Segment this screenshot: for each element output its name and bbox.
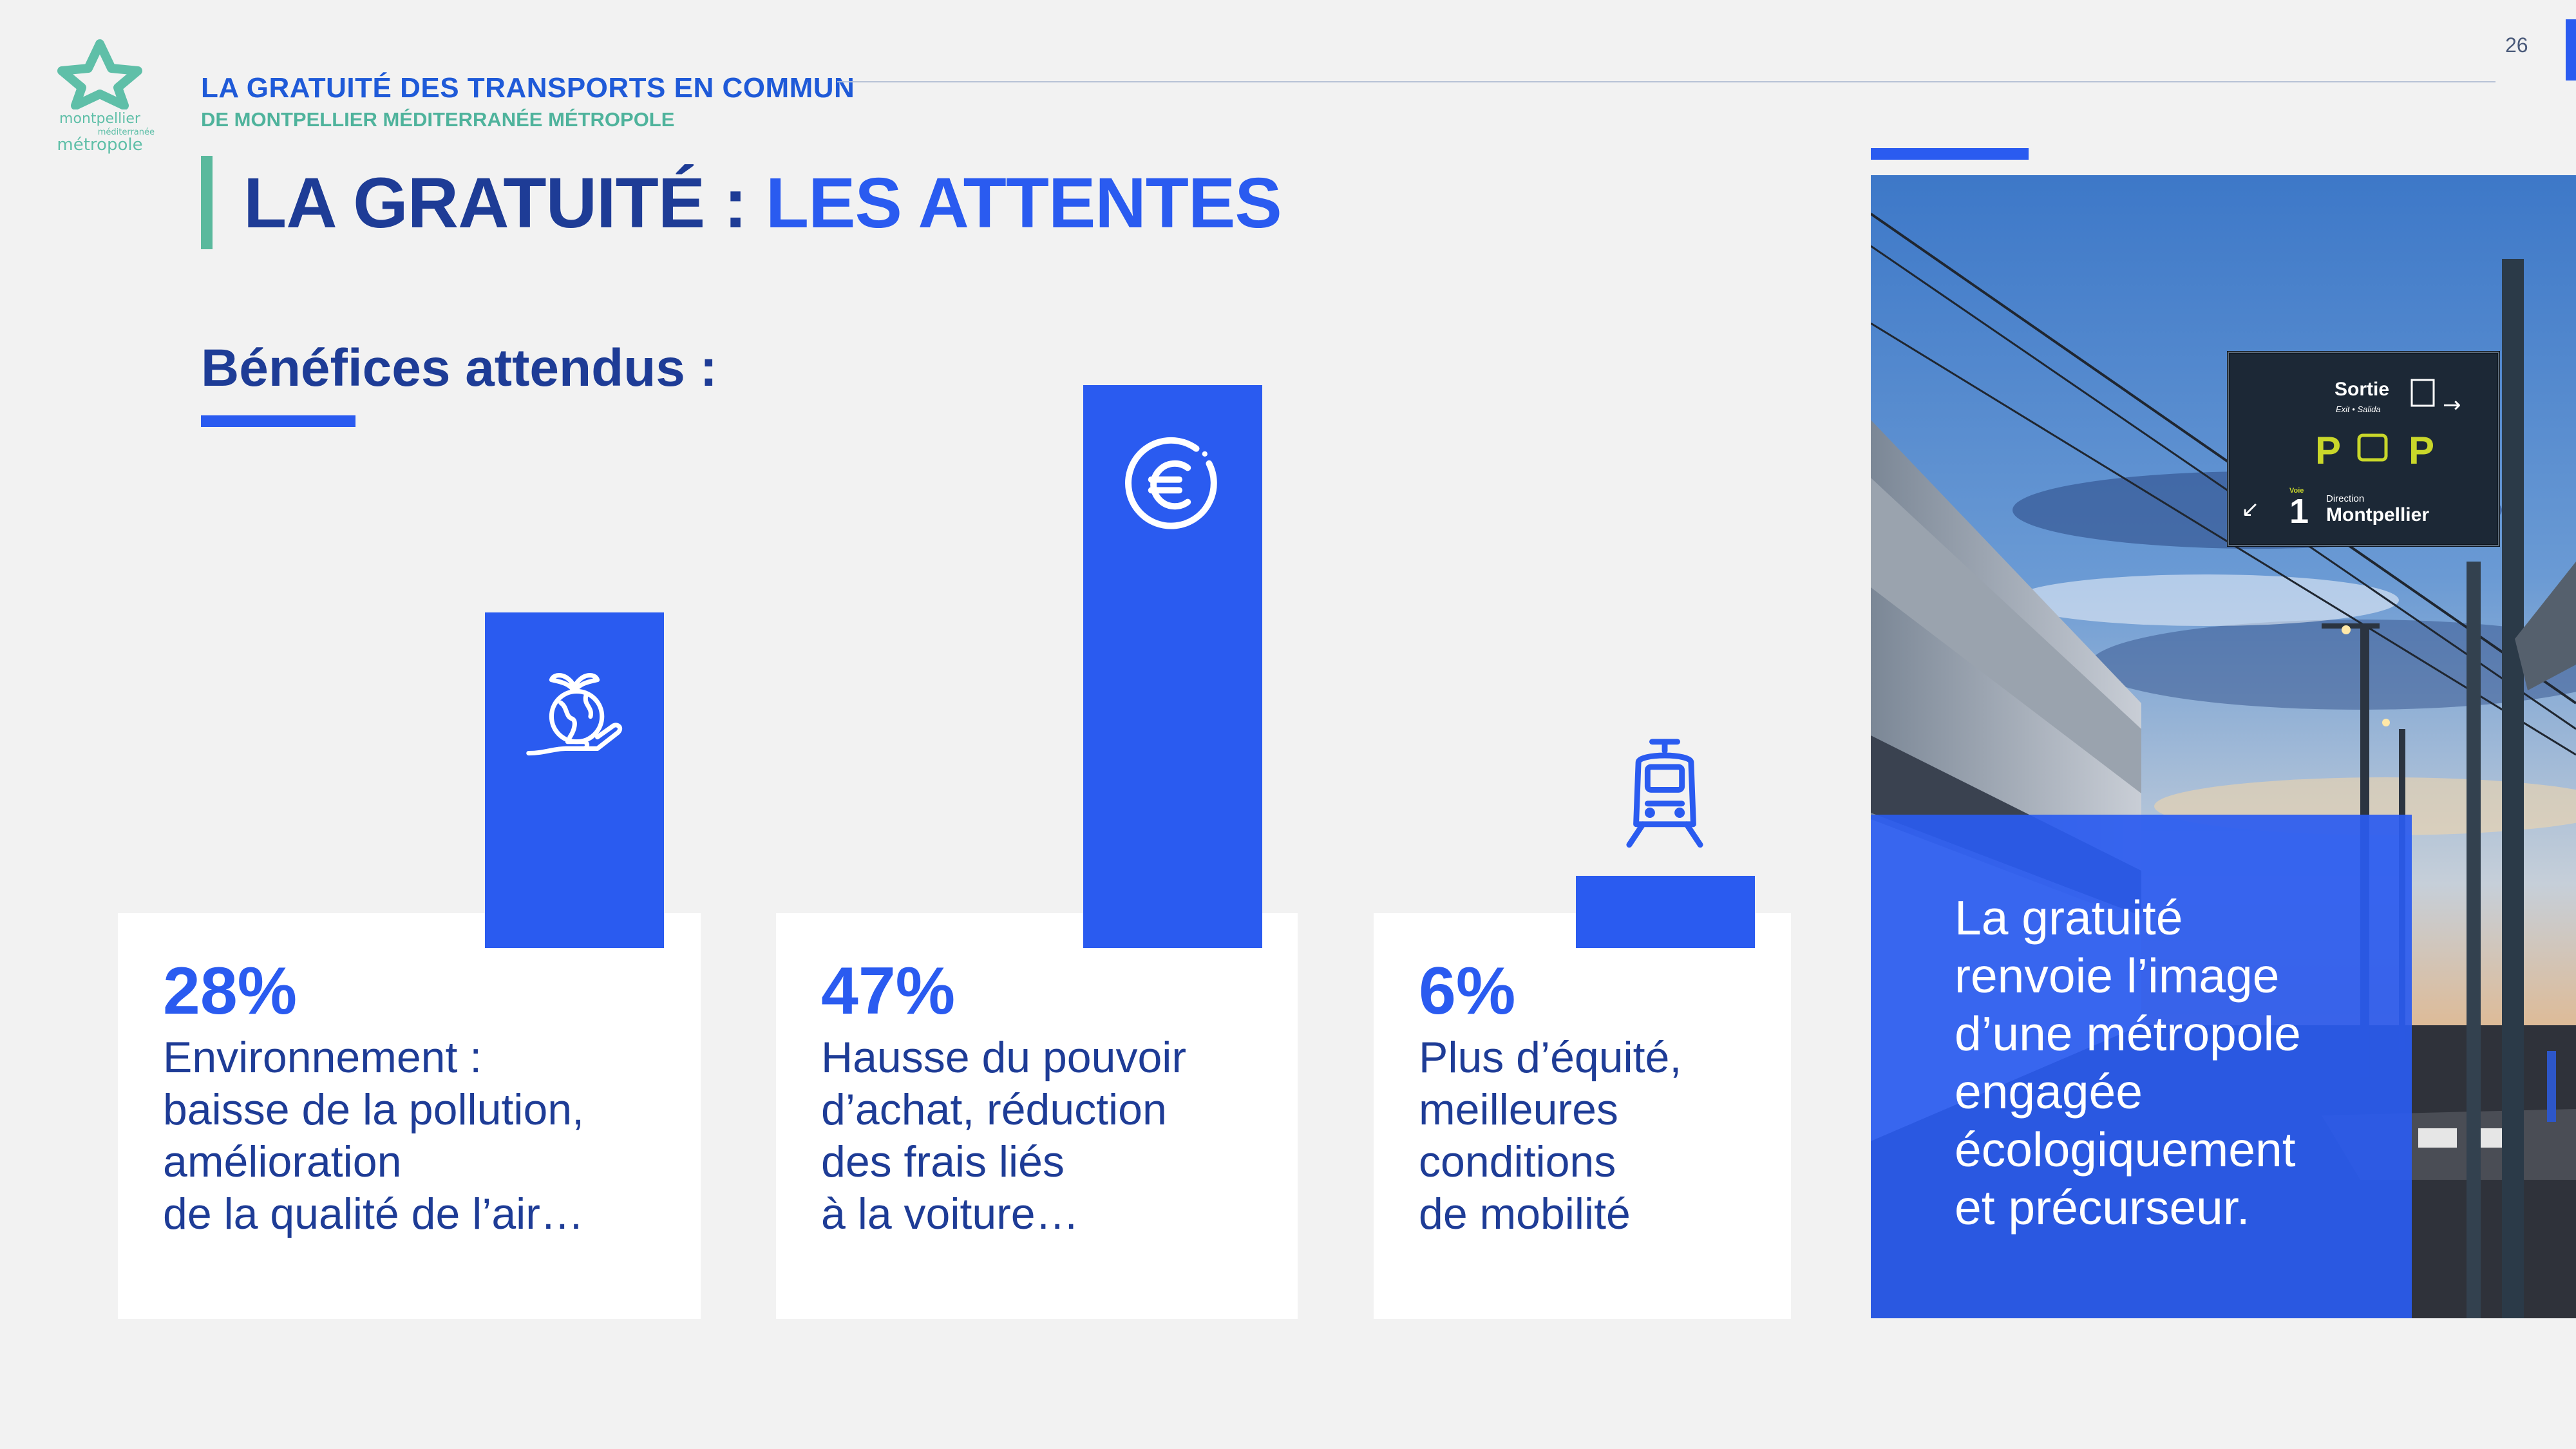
page-title-part1: LA GRATUITÉ : [243, 164, 766, 243]
euro-icon [1119, 431, 1226, 538]
logo-text-mediterranee: méditerranée [97, 128, 155, 137]
benefit-card-environment [118, 913, 701, 1319]
quote-line: d’une métropole [1955, 1007, 2301, 1061]
page-number: 26 [2505, 33, 2528, 57]
earth-hand-plant-icon [517, 657, 632, 772]
logo-text-metropole: métropole [57, 135, 143, 155]
corner-accent-bar [2566, 19, 2576, 80]
quote-line: écologiquement [1955, 1122, 2296, 1177]
sign-parking: P [2315, 429, 2341, 472]
svg-text:→: → [2443, 392, 2461, 418]
quote-line: La gratuité [1955, 891, 2183, 945]
quote-line: et précurseur. [1955, 1180, 2250, 1235]
card-percent: 6% [1419, 954, 1516, 1028]
card-line: des frais liés [821, 1137, 1065, 1186]
page-title: LA GRATUITÉ : LES ATTENTES [243, 162, 1282, 244]
card-line: baisse de la pollution, [163, 1085, 585, 1134]
card-line: Hausse du pouvoir [821, 1033, 1187, 1082]
benefit-card-equity [1374, 913, 1791, 1319]
card-description: Environnement : baisse de la pollution, … [163, 1032, 584, 1240]
tram-icon [1613, 734, 1716, 850]
section-subtitle: Bénéfices attendus : [201, 339, 717, 397]
benefit-card-purchasing-power [776, 913, 1298, 1319]
card-description: Plus d’équité, meilleures conditions de … [1419, 1032, 1681, 1240]
svg-text:↙: ↙ [2241, 497, 2260, 522]
chart-bar [485, 612, 664, 948]
quote-text: La gratuité renvoie l’image d’une métrop… [1955, 889, 2301, 1236]
page-title-part2: LES ATTENTES [765, 164, 1282, 243]
title-accent-bar [201, 156, 213, 249]
sign-direction: Montpellier [2326, 504, 2429, 526]
card-line: amélioration [163, 1137, 402, 1186]
sign-exit-sub: Exit • Salida [2336, 404, 2381, 414]
quote-line: engagée [1955, 1065, 2143, 1119]
sign-exit-label: Sortie [2334, 379, 2389, 400]
card-line: Plus d’équité, [1419, 1033, 1682, 1082]
subtitle-underline [201, 415, 355, 427]
header-subtitle: DE MONTPELLIER MÉDITERRANÉE MÉTROPOLE [201, 108, 675, 131]
sign-track-label: Voie [2289, 487, 2304, 495]
quote-box [1871, 815, 2412, 1318]
sign-direction-label: Direction [2326, 493, 2364, 504]
star-logo-icon [57, 39, 142, 110]
card-line: meilleures [1419, 1085, 1618, 1134]
photo-accent-bar [1871, 148, 2029, 160]
card-line: de la qualité de l’air… [163, 1189, 584, 1238]
metropole-logo: montpellier méditerranée métropole [39, 39, 161, 161]
sign-track: 1 [2289, 492, 2309, 531]
header-divider [837, 81, 2496, 82]
card-line: à la voiture… [821, 1189, 1079, 1238]
sign-parking-bike: P [2409, 429, 2434, 472]
card-percent: 28% [163, 954, 298, 1028]
card-line: conditions [1419, 1137, 1616, 1186]
logo-text-montpellier: montpellier [59, 111, 140, 127]
card-line: de mobilité [1419, 1189, 1631, 1238]
card-line: d’achat, réduction [821, 1085, 1167, 1134]
card-description: Hausse du pouvoir d’achat, réduction des… [821, 1032, 1186, 1240]
card-percent: 47% [821, 954, 956, 1028]
card-line: Environnement : [163, 1033, 482, 1082]
header-title: LA GRATUITÉ DES TRANSPORTS EN COMMUN [201, 72, 855, 104]
quote-line: renvoie l’image [1955, 949, 2280, 1003]
chart-bar [1576, 876, 1755, 948]
